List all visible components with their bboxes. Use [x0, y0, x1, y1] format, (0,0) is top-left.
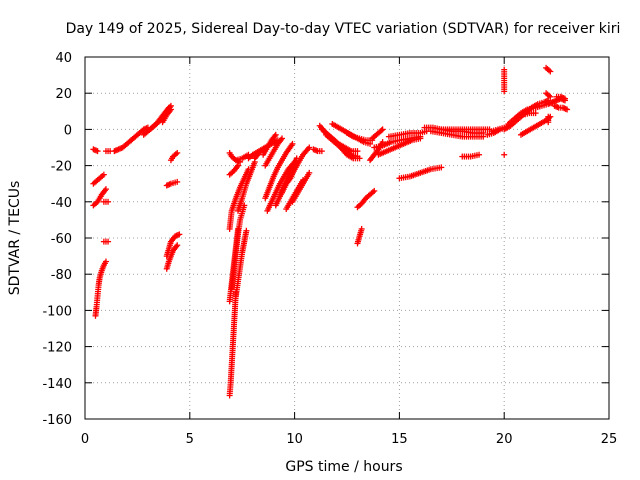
data-point [102, 258, 109, 265]
data-point [272, 131, 279, 138]
data-point [306, 144, 313, 151]
x-tick-label: 0 [81, 432, 89, 447]
data-point [167, 106, 174, 113]
chart-title: Day 149 of 2025, Sidereal Day-to-day VTE… [66, 21, 621, 37]
y-axis-title: SDTVAR / TECUs [7, 181, 23, 296]
data-point [102, 186, 109, 193]
data-point [501, 88, 508, 95]
data-point [306, 169, 313, 176]
data-point [279, 135, 286, 142]
x-axis-title: GPS time / hours [285, 459, 402, 475]
x-tick-labels: 0 5 10 15 20 25 [81, 432, 617, 447]
data-point [356, 155, 363, 162]
data-point [354, 148, 361, 155]
y-tick-labels: -160 -140 -120 -100 -80 -60 -40 -20 0 20 40 [42, 51, 72, 428]
data-point [379, 126, 386, 133]
y-tick-label: 40 [55, 51, 72, 66]
x-tick-label: 20 [496, 432, 513, 447]
y-tick-label: -100 [42, 304, 72, 319]
data-point [176, 231, 183, 238]
data-point [105, 238, 112, 245]
data-point [564, 106, 571, 113]
data-point [174, 178, 181, 185]
data-point [476, 151, 483, 158]
data-point [378, 127, 385, 134]
y-tick-label: 20 [55, 87, 72, 102]
data-point [358, 225, 365, 232]
y-tick-label: -20 [51, 160, 72, 175]
y-tick-label: -80 [51, 268, 72, 283]
y-tick-label: -40 [51, 196, 72, 211]
axis-ticks [84, 56, 610, 420]
data-point [561, 95, 568, 102]
data-point [174, 149, 181, 156]
data-point [235, 162, 242, 169]
data-point [547, 68, 554, 75]
x-tick-label: 25 [601, 432, 618, 447]
data-point [174, 242, 181, 249]
data-point [105, 198, 112, 205]
y-tick-label: -160 [42, 413, 72, 428]
data-point [94, 148, 101, 155]
data-point [417, 135, 424, 142]
data-point [501, 151, 508, 158]
data-point [438, 164, 445, 171]
data-point [243, 227, 250, 234]
y-tick-label: -60 [51, 232, 72, 247]
x-tick-label: 15 [391, 432, 408, 447]
y-tick-label: -140 [42, 377, 72, 392]
x-tick-label: 5 [186, 432, 194, 447]
y-tick-label: -120 [42, 341, 72, 356]
x-tick-label: 10 [286, 432, 303, 447]
data-point [289, 140, 296, 147]
data-point [480, 133, 487, 140]
data-points [90, 64, 571, 399]
data-point [547, 93, 554, 100]
grid-lines [85, 57, 609, 419]
data-point [532, 110, 539, 117]
data-point [100, 171, 107, 178]
data-point [545, 119, 552, 126]
data-point [371, 187, 378, 194]
data-point [318, 148, 325, 155]
y-tick-label: 0 [64, 123, 72, 138]
